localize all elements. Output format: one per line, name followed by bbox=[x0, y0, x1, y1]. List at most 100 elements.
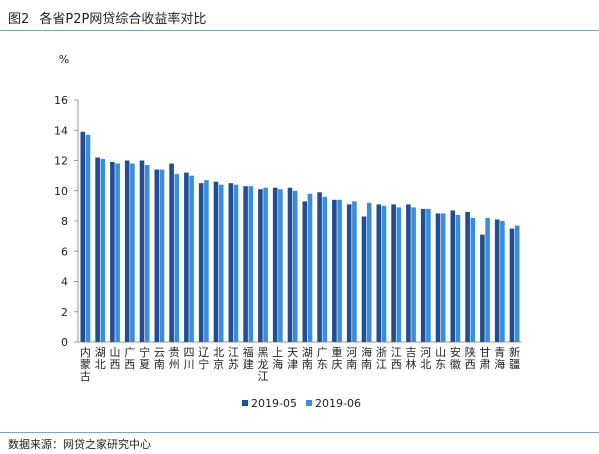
category-label: 甘肃 bbox=[480, 346, 491, 371]
bar-2019-06-江苏 bbox=[233, 184, 239, 342]
bar-2019-05-河南 bbox=[346, 204, 352, 342]
y-tick-label: 14 bbox=[54, 124, 68, 137]
y-tick-label: 8 bbox=[61, 215, 68, 228]
bar-2019-06-安徽 bbox=[455, 214, 461, 342]
category-label: 河北 bbox=[420, 346, 431, 371]
category-label: 新疆 bbox=[509, 345, 520, 371]
category-label: 上海 bbox=[272, 346, 283, 371]
y-tick-label: 0 bbox=[61, 336, 68, 349]
bar-2019-05-贵州 bbox=[169, 163, 174, 342]
bar-2019-06-浙江 bbox=[381, 205, 387, 343]
axis-layer: % 0 2 4 6 8 10 12 14 16 bbox=[54, 53, 522, 349]
category-label: 北京 bbox=[213, 346, 224, 371]
bar-2019-06-青海 bbox=[500, 221, 505, 342]
bar-2019-06-宁夏 bbox=[144, 165, 150, 342]
bar-2019-06-山西 bbox=[115, 163, 120, 342]
bar-2019-06-内蒙古 bbox=[85, 134, 91, 342]
bar-2019-06-贵州 bbox=[174, 174, 180, 342]
bar-2019-06-山东 bbox=[440, 213, 446, 342]
top-divider bbox=[0, 30, 599, 31]
bar-2019-06-河南 bbox=[352, 201, 357, 342]
category-label: 广东 bbox=[317, 346, 328, 371]
bar-2019-05-湖北 bbox=[95, 157, 100, 342]
bar-2019-06-北京 bbox=[218, 184, 224, 342]
bar-2019-06-辽宁 bbox=[204, 180, 209, 342]
bar-2019-06-湖北 bbox=[100, 158, 106, 342]
category-label: 山东 bbox=[435, 346, 446, 371]
bar-2019-05-江西 bbox=[391, 204, 396, 342]
bar-2019-06-吉林 bbox=[411, 207, 416, 342]
bar-2019-05-辽宁 bbox=[198, 183, 204, 342]
y-tick-label: 16 bbox=[54, 94, 68, 107]
bar-2019-06-陕西 bbox=[470, 217, 476, 342]
y-tick-label: 2 bbox=[61, 306, 68, 319]
category-label: 江苏 bbox=[228, 346, 239, 371]
bar-2019-06-广东 bbox=[322, 196, 328, 342]
category-label: 陕西 bbox=[465, 345, 476, 371]
bar-2019-06-河北 bbox=[426, 208, 431, 342]
legend: 2019-05 2019-06 bbox=[242, 397, 361, 410]
bar-2019-05-安徽 bbox=[450, 210, 456, 342]
category-label: 青海 bbox=[494, 346, 505, 371]
y-unit-label: % bbox=[59, 53, 69, 66]
category-label: 江西 bbox=[391, 346, 402, 371]
category-label: 海南 bbox=[361, 345, 372, 371]
title-text: 各省P2P网贷综合收益率对比 bbox=[39, 12, 207, 27]
bar-2019-05-广东 bbox=[317, 192, 322, 342]
category-label: 湖南 bbox=[302, 346, 313, 371]
chart-title: 图2 各省P2P网贷综合收益率对比 bbox=[8, 8, 206, 27]
category-label: 重庆 bbox=[332, 345, 343, 371]
bar-2019-05-江苏 bbox=[228, 183, 234, 342]
bar-2019-06-海南 bbox=[366, 202, 372, 342]
legend-label-2019-05: 2019-05 bbox=[251, 397, 297, 410]
bar-2019-05-甘肃 bbox=[480, 234, 485, 342]
category-label: 贵州 bbox=[169, 346, 180, 371]
bar-2019-06-广西 bbox=[130, 163, 135, 342]
bar-2019-05-河北 bbox=[420, 208, 426, 342]
bar-2019-06-上海 bbox=[278, 189, 283, 342]
bottom-divider bbox=[0, 432, 599, 433]
bar-2019-05-海南 bbox=[361, 216, 367, 342]
category-label: 黑龙江 bbox=[258, 346, 269, 383]
bar-2019-05-湖南 bbox=[302, 201, 308, 342]
category-label: 云南 bbox=[154, 346, 165, 371]
bar-2019-05-广西 bbox=[124, 160, 130, 342]
category-label: 四川 bbox=[184, 346, 195, 371]
bar-2019-05-四川 bbox=[184, 172, 189, 342]
legend-label-2019-06: 2019-06 bbox=[315, 397, 361, 410]
y-tick-label: 6 bbox=[61, 245, 68, 258]
bar-2019-06-江西 bbox=[396, 207, 402, 342]
bar-2019-05-青海 bbox=[494, 219, 500, 342]
bar-2019-06-黑龙江 bbox=[263, 187, 268, 342]
bar-2019-05-吉林 bbox=[406, 204, 411, 342]
bar-2019-05-福建 bbox=[243, 186, 248, 342]
bar-2019-05-宁夏 bbox=[139, 160, 145, 342]
category-label: 天津 bbox=[287, 346, 298, 371]
bar-2019-05-山东 bbox=[435, 213, 441, 342]
category-label: 河南 bbox=[346, 346, 357, 371]
category-label: 内蒙古 bbox=[80, 345, 91, 383]
bar-2019-06-福建 bbox=[248, 186, 254, 342]
bar-2019-05-内蒙古 bbox=[80, 131, 86, 342]
category-label: 浙江 bbox=[376, 346, 387, 371]
bar-2019-06-甘肃 bbox=[485, 217, 490, 342]
y-tick-label: 4 bbox=[61, 276, 68, 289]
category-label: 安徽 bbox=[450, 345, 461, 371]
category-label: 山西 bbox=[110, 346, 121, 371]
bar-2019-06-四川 bbox=[189, 175, 194, 343]
category-labels: 内蒙古湖北山西广西宁夏云南贵州四川辽宁北京江苏福建黑龙江上海天津湖南广东重庆河南… bbox=[80, 345, 520, 383]
bar-2019-06-重庆 bbox=[337, 199, 342, 342]
y-tick-label: 12 bbox=[54, 155, 68, 168]
bar-2019-05-山西 bbox=[110, 162, 115, 342]
y-tick-label: 10 bbox=[54, 185, 68, 198]
category-label: 宁夏 bbox=[139, 345, 150, 371]
bar-2019-05-重庆 bbox=[332, 199, 337, 342]
bar-2019-05-上海 bbox=[272, 187, 278, 342]
bar-2019-06-新疆 bbox=[514, 225, 520, 342]
bar-2019-06-云南 bbox=[159, 169, 165, 342]
bars-layer bbox=[80, 131, 520, 343]
bar-2019-05-天津 bbox=[287, 187, 293, 342]
category-label: 吉林 bbox=[406, 346, 417, 371]
bar-2019-06-湖南 bbox=[307, 193, 313, 342]
